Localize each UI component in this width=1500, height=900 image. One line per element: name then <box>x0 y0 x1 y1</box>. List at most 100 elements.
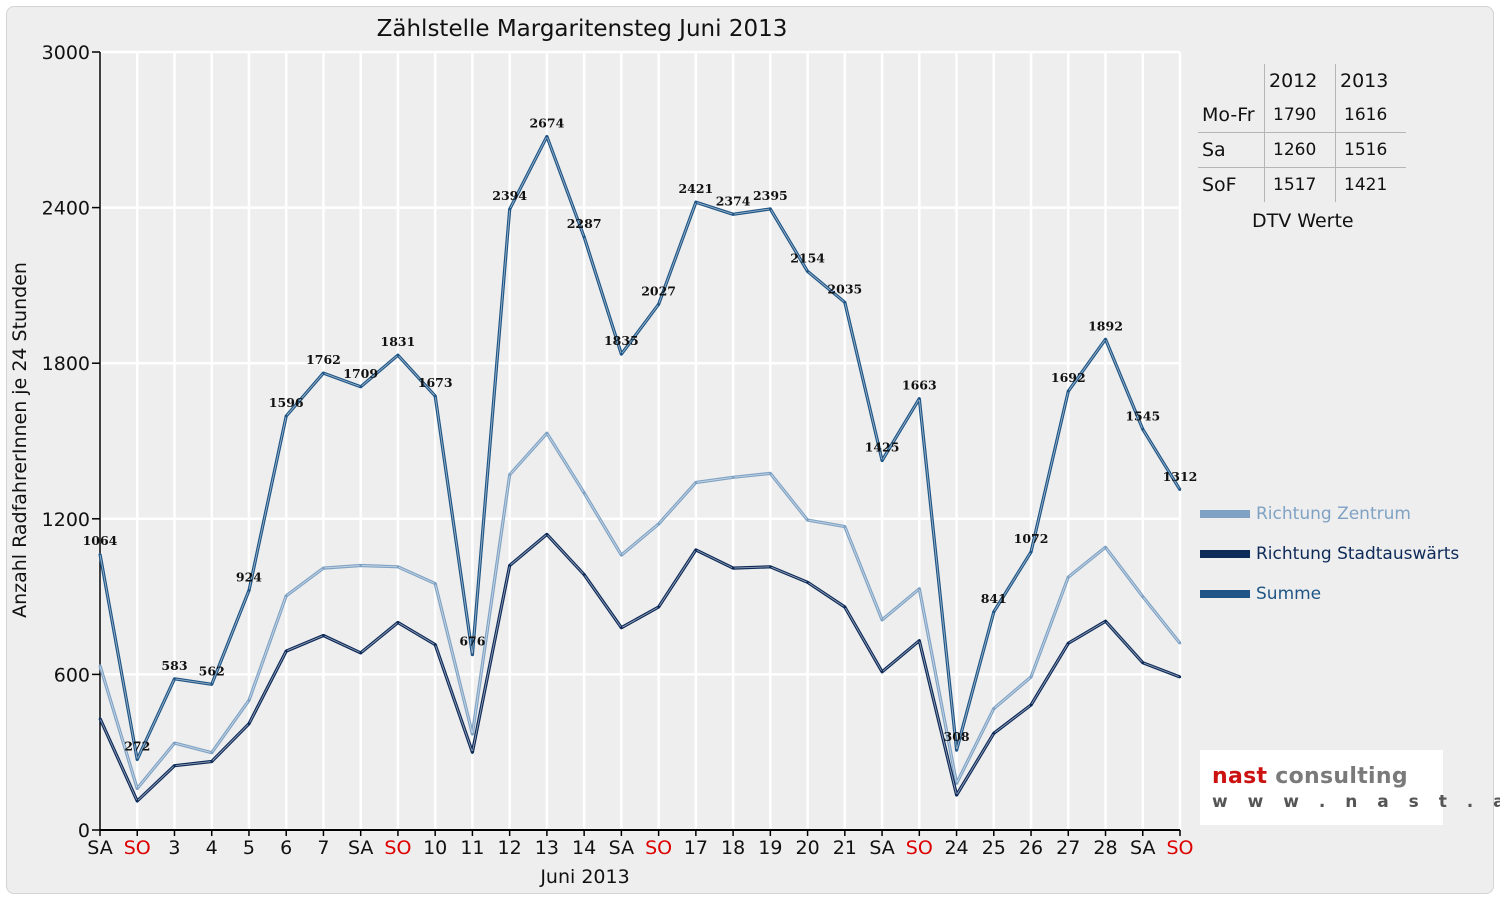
series-point-0 <box>433 582 437 585</box>
dtv-row-label: Sa <box>1198 132 1265 168</box>
series-point-1 <box>322 634 325 637</box>
series-point-0 <box>508 473 511 476</box>
series-point-1 <box>359 651 362 655</box>
series-point-1 <box>731 566 735 570</box>
series-point-2 <box>98 552 102 556</box>
series-point-2 <box>582 235 586 239</box>
series-point-0 <box>98 664 102 667</box>
y-tick-label: 3000 <box>42 42 90 64</box>
data-label: 2027 <box>641 283 676 298</box>
series-point-1 <box>471 751 474 754</box>
series-point-2 <box>1104 338 1107 341</box>
data-label: 1709 <box>343 366 378 381</box>
data-label: 924 <box>236 569 262 584</box>
x-tick-label: SO <box>645 837 672 859</box>
x-tick-label: 10 <box>423 837 447 859</box>
series-point-0 <box>1104 546 1107 549</box>
series-point-1 <box>247 722 251 725</box>
series-point-0 <box>173 741 176 745</box>
series-point-1 <box>1029 703 1033 707</box>
data-label: 2394 <box>492 188 527 203</box>
series-point-0 <box>247 699 251 702</box>
data-label: 1673 <box>418 375 453 390</box>
x-tick-label: 24 <box>944 837 968 859</box>
x-tick-label: SA <box>609 837 634 859</box>
x-tick-label: SA <box>87 837 112 859</box>
x-tick-label: 12 <box>498 837 522 859</box>
series-point-1 <box>880 670 884 674</box>
dtv-row-label: SoF <box>1202 174 1237 196</box>
series-point-1 <box>694 548 698 552</box>
dtv-cell: 1790 <box>1264 98 1336 133</box>
data-label: 1762 <box>306 352 341 367</box>
series-point-1 <box>806 581 809 584</box>
dtv-cell: 1421 <box>1335 167 1406 202</box>
x-tick-label: SA <box>869 837 894 859</box>
x-tick-label: SA <box>1130 837 1155 859</box>
data-label: 676 <box>459 634 485 649</box>
series-point-0 <box>918 587 921 591</box>
series-point-2 <box>731 213 735 216</box>
x-axis-label: Juni 2013 <box>539 866 629 888</box>
series-point-0 <box>322 566 325 570</box>
series-point-0 <box>620 553 623 557</box>
series-point-2 <box>1178 488 1182 491</box>
series-point-2 <box>694 200 698 204</box>
chart-title: Zählstelle Margaritensteg Juni 2013 <box>377 16 788 42</box>
dtv-cell: 1516 <box>1335 132 1406 168</box>
legend-swatch <box>1200 510 1250 518</box>
series-point-2 <box>396 353 400 357</box>
axes <box>92 51 1181 836</box>
data-label: 1312 <box>1163 469 1198 484</box>
data-label: 272 <box>124 738 150 753</box>
series-point-2 <box>136 758 139 761</box>
series-line-highlight-2 <box>99 136 1181 760</box>
data-label: 562 <box>199 663 225 678</box>
series-point-1 <box>1141 661 1144 664</box>
x-tick-label: 14 <box>572 837 596 859</box>
series-point-1 <box>98 717 102 720</box>
logo-url: w w w . n a s t . a t <box>1212 792 1500 812</box>
series-point-2 <box>508 207 511 211</box>
series-point-0 <box>1178 642 1182 645</box>
x-tick-label: 25 <box>982 837 1006 859</box>
dtv-table: 2012 2013 Mo-Fr 1790 1616 Sa 1260 1516 S… <box>1198 64 1406 202</box>
y-axis-label: Anzahl RadfahrerInnen je 24 Stunden <box>9 262 31 618</box>
series-line-highlight-1 <box>99 533 1181 802</box>
x-tick-label: 6 <box>280 837 292 859</box>
series-point-0 <box>955 782 958 785</box>
y-tick-label: 1800 <box>42 353 90 375</box>
series-point-0 <box>731 476 735 479</box>
dtv-cell: 1517 <box>1264 167 1336 202</box>
series-point-1 <box>285 649 288 653</box>
series-point-2 <box>880 459 884 462</box>
x-tick-label: 3 <box>168 837 180 859</box>
series-point-0 <box>285 594 288 598</box>
series-point-0 <box>1141 595 1144 598</box>
x-tick-label: 18 <box>721 837 745 859</box>
series-point-2 <box>173 677 176 681</box>
series-point-0 <box>396 565 400 568</box>
data-label: 2674 <box>529 116 564 131</box>
legend-item-stadtauswaerts: Richtung Stadtauswärts <box>1200 534 1459 574</box>
x-tick-label: SO <box>124 837 151 859</box>
data-label: 2154 <box>790 250 825 265</box>
series-point-1 <box>1067 642 1070 645</box>
series-point-0 <box>582 491 586 495</box>
series-point-2 <box>433 394 437 398</box>
series-point-2 <box>955 748 958 752</box>
dtv-row-label: Mo-Fr <box>1198 98 1265 133</box>
series-point-2 <box>247 589 251 592</box>
series-point-1 <box>1104 620 1107 623</box>
x-tick-label: 26 <box>1019 837 1043 859</box>
series-point-0 <box>806 518 809 522</box>
data-label: 1663 <box>902 378 937 393</box>
data-label: 2374 <box>716 193 751 208</box>
series-point-1 <box>545 533 549 536</box>
company-logo: nast consulting w w w . n a s t . a t <box>1200 750 1500 825</box>
series-point-0 <box>880 618 884 622</box>
data-label: 2035 <box>827 281 862 296</box>
series-point-2 <box>992 610 995 614</box>
series-point-0 <box>359 564 362 567</box>
y-tick-label: 0 <box>78 820 90 842</box>
